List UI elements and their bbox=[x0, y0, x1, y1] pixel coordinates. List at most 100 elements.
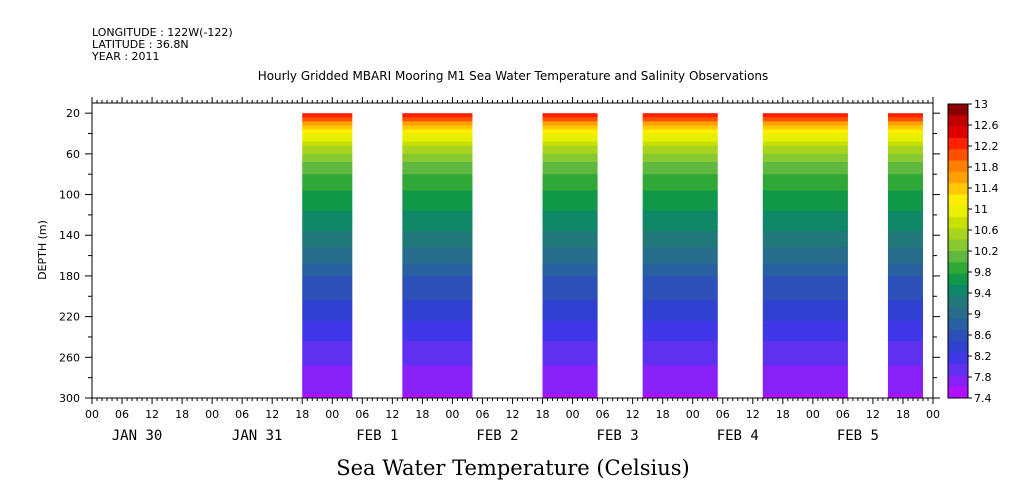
colorbar-swatch bbox=[948, 330, 968, 342]
temperature-band bbox=[887, 129, 923, 135]
chart-title: Hourly Gridded MBARI Mooring M1 Sea Wate… bbox=[258, 69, 769, 83]
x-tick-label: 00 bbox=[926, 408, 940, 421]
temperature-band bbox=[542, 247, 598, 253]
temperature-band bbox=[762, 377, 848, 383]
temperature-band bbox=[762, 243, 848, 249]
temperature-band bbox=[762, 385, 848, 391]
temperature-band bbox=[762, 296, 848, 301]
temperature-band bbox=[542, 186, 598, 192]
temperature-band bbox=[542, 210, 598, 216]
temperature-band bbox=[887, 361, 923, 367]
temperature-band bbox=[402, 133, 473, 139]
y-tick-label: 20 bbox=[66, 107, 80, 120]
temperature-band bbox=[542, 259, 598, 265]
temperature-band bbox=[402, 263, 473, 269]
colorbar-label: 7.8 bbox=[974, 371, 992, 384]
temperature-band bbox=[302, 369, 353, 375]
temperature-band bbox=[762, 345, 848, 350]
temperature-band bbox=[887, 170, 923, 175]
x-tick-label: 06 bbox=[235, 408, 249, 421]
temperature-band bbox=[302, 324, 353, 330]
colorbar-swatch bbox=[948, 273, 968, 286]
temperature-band bbox=[642, 194, 718, 200]
temperature-band bbox=[762, 349, 848, 354]
temperature-band bbox=[302, 235, 353, 240]
colorbar-swatch bbox=[948, 217, 968, 229]
temperature-band bbox=[542, 182, 598, 188]
temperature-band bbox=[887, 121, 923, 126]
temperature-band bbox=[542, 194, 598, 200]
temperature-band bbox=[887, 288, 923, 293]
temperature-band bbox=[542, 162, 598, 167]
colorbar-swatch bbox=[948, 171, 968, 184]
temperature-band bbox=[762, 198, 848, 204]
temperature-band bbox=[302, 312, 353, 318]
temperature-band bbox=[887, 304, 923, 310]
temperature-band bbox=[402, 113, 473, 118]
temperature-band bbox=[302, 377, 353, 383]
y-tick-label: 140 bbox=[59, 229, 80, 242]
temperature-band bbox=[402, 206, 473, 212]
temperature-band bbox=[642, 353, 718, 358]
x-tick-label: 12 bbox=[746, 408, 760, 421]
temperature-band bbox=[887, 373, 923, 379]
temperature-band bbox=[402, 210, 473, 216]
data-segments bbox=[302, 113, 923, 398]
temperature-band bbox=[642, 393, 718, 398]
temperature-band bbox=[302, 210, 353, 216]
temperature-band bbox=[642, 166, 718, 171]
temperature-band bbox=[402, 194, 473, 200]
temperature-band bbox=[302, 308, 353, 314]
temperature-band bbox=[642, 377, 718, 383]
temperature-band bbox=[402, 137, 473, 143]
temperature-band bbox=[642, 133, 718, 139]
temperature-band bbox=[642, 125, 718, 131]
temperature-band bbox=[542, 198, 598, 204]
x-tick-label: 00 bbox=[566, 408, 580, 421]
temperature-band bbox=[402, 292, 473, 297]
temperature-band bbox=[302, 275, 353, 281]
x-day-label: FEB 4 bbox=[717, 428, 759, 444]
colorbar-swatch bbox=[948, 251, 968, 263]
temperature-band bbox=[642, 149, 718, 155]
temperature-band bbox=[887, 117, 923, 122]
temperature-band bbox=[402, 247, 473, 253]
temperature-band bbox=[762, 300, 848, 306]
temperature-band bbox=[302, 316, 353, 322]
temperature-band bbox=[887, 157, 923, 163]
colorbar-swatch bbox=[948, 160, 968, 173]
temperature-band bbox=[402, 300, 473, 306]
temperature-band bbox=[642, 174, 718, 179]
temperature-band bbox=[542, 341, 598, 346]
colorbar-label: 10.2 bbox=[974, 245, 999, 258]
temperature-band bbox=[887, 243, 923, 249]
temperature-band bbox=[642, 141, 718, 147]
temperature-band bbox=[402, 153, 473, 159]
x-tick-label: 00 bbox=[445, 408, 459, 421]
temperature-band bbox=[762, 239, 848, 244]
temperature-band bbox=[542, 357, 598, 362]
temperature-band bbox=[542, 113, 598, 118]
x-tick-label: 18 bbox=[295, 408, 309, 421]
temperature-band bbox=[542, 251, 598, 257]
temperature-band bbox=[402, 129, 473, 135]
colorbar-swatch bbox=[948, 318, 968, 331]
temperature-band bbox=[302, 166, 353, 171]
temperature-band bbox=[642, 312, 718, 318]
temperature-band bbox=[887, 133, 923, 139]
temperature-band bbox=[302, 247, 353, 253]
temperature-band bbox=[642, 280, 718, 285]
data-segment bbox=[642, 113, 718, 398]
temperature-band bbox=[542, 280, 598, 285]
temperature-band bbox=[542, 373, 598, 379]
colorbar-label: 9.8 bbox=[974, 266, 992, 279]
temperature-band bbox=[402, 381, 473, 387]
temperature-band bbox=[762, 353, 848, 358]
x-tick-label: 06 bbox=[115, 408, 129, 421]
temperature-band bbox=[402, 178, 473, 183]
colorbar-swatch bbox=[948, 364, 968, 376]
temperature-band bbox=[887, 231, 923, 236]
colorbar-label: 13 bbox=[974, 98, 988, 111]
x-axis-ticks bbox=[91, 97, 934, 404]
temperature-band bbox=[887, 341, 923, 346]
